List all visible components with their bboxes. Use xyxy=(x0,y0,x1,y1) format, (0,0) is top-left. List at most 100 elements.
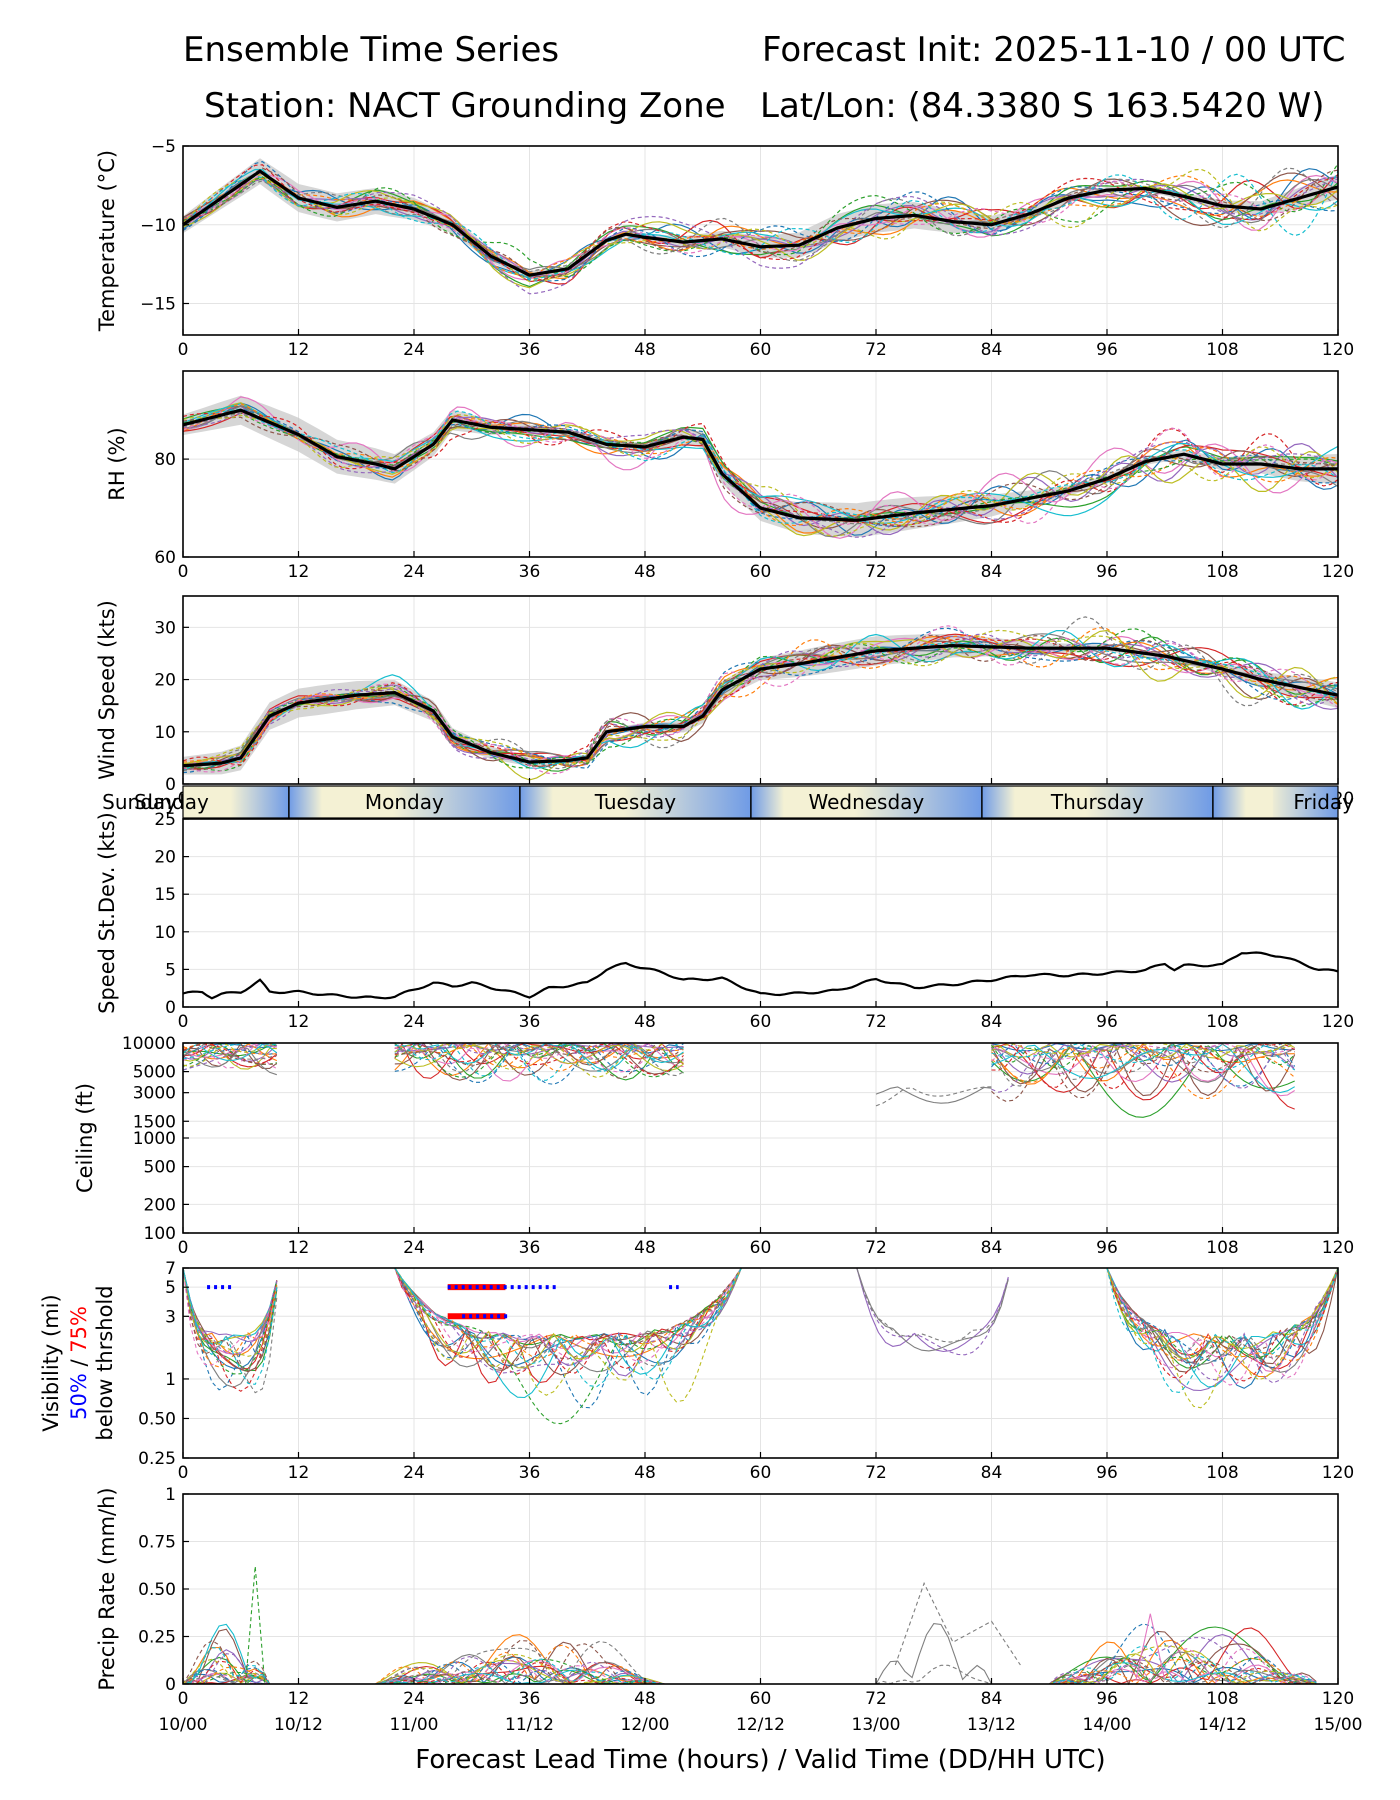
x-tick-label: 12 xyxy=(288,1689,310,1709)
y-tick-label: −10 xyxy=(140,216,176,236)
x-tick-label: 12 xyxy=(288,562,310,582)
ceiling-member-line xyxy=(991,1042,1295,1062)
y-tick-label: 500 xyxy=(144,1158,176,1178)
y-tick-label: 0.25 xyxy=(138,1449,176,1469)
x-tick-label: 24 xyxy=(403,562,425,582)
panel-precip: 0 12 24 36 48 60 72 84 96 108 120 0 0.25 0.50 0.75 1 Pre… xyxy=(95,1485,1354,1709)
title-right: Forecast Init: 2025-11-10 / 00 UTC xyxy=(762,30,1346,70)
x-tick-label: 96 xyxy=(1096,1012,1118,1032)
valid-time-label: 10/00 xyxy=(159,1715,208,1735)
member-line xyxy=(182,633,1339,768)
precip-member-line xyxy=(375,1641,665,1685)
x-tick-label: 0 xyxy=(178,1689,189,1709)
y-tick-label: 80 xyxy=(154,450,176,470)
y-tick-label: 10 xyxy=(154,723,176,743)
y-tick-label: 0.75 xyxy=(138,1533,176,1553)
x-tick-label: 108 xyxy=(1206,562,1238,582)
x-tick-label: 12 xyxy=(288,1238,310,1258)
precip-member-line xyxy=(1049,1656,1317,1685)
valid-time-label: 12/12 xyxy=(736,1715,785,1735)
ceiling-member-line xyxy=(875,1086,992,1104)
x-tick-label: 0 xyxy=(178,1463,189,1483)
member-line xyxy=(182,640,1339,771)
precip-member-line xyxy=(875,1664,992,1685)
precip-member-line xyxy=(182,1647,271,1685)
y-tick-label: 1 xyxy=(165,1370,176,1390)
ceiling-member-line xyxy=(990,1042,1295,1087)
precip-member-line xyxy=(1049,1623,1317,1685)
visibility-member-line xyxy=(394,1267,742,1359)
member-line xyxy=(182,170,1339,281)
x-tick-label: 120 xyxy=(1322,1238,1354,1258)
x-tick-label: 60 xyxy=(750,1012,772,1032)
x-tick-label: 120 xyxy=(1322,562,1354,582)
x-tick-label: 84 xyxy=(981,1463,1003,1483)
visibility-member-line xyxy=(856,1267,1009,1343)
x-tick-label: 96 xyxy=(1096,562,1118,582)
visibility-member-line xyxy=(1106,1267,1339,1382)
y-tick-label: 5 xyxy=(165,1278,176,1298)
precip-member-line xyxy=(375,1640,665,1685)
ceiling-member-line xyxy=(991,1044,1296,1100)
member-line xyxy=(182,405,1339,536)
member-line xyxy=(182,168,1339,279)
precip-member-line xyxy=(1049,1627,1317,1685)
visibility-member-line xyxy=(182,1267,278,1355)
y-axis-label-pct: 50% / 75% xyxy=(67,1306,91,1420)
x-tick-label: 36 xyxy=(519,1012,541,1032)
day-label: Monday xyxy=(365,790,444,814)
x-tick-label: 72 xyxy=(865,1463,887,1483)
y-tick-label: 15 xyxy=(154,885,176,905)
precip-member-line xyxy=(1049,1639,1317,1685)
ceiling-member-line xyxy=(991,1042,1296,1093)
precip-member-line xyxy=(182,1623,271,1685)
member-line xyxy=(182,167,1339,273)
ceiling-member-line xyxy=(991,1042,1295,1059)
x-tick-label: 36 xyxy=(519,1238,541,1258)
visibility-member-line xyxy=(1106,1267,1339,1362)
member-line xyxy=(182,164,1339,283)
x-tick-label: 24 xyxy=(403,1689,425,1709)
visibility-member-line xyxy=(1106,1267,1339,1363)
y-axis-label: Speed St.Dev. (kts) xyxy=(95,812,119,1014)
visibility-member-line xyxy=(394,1267,742,1363)
valid-time-label: 14/12 xyxy=(1198,1715,1247,1735)
x-tick-label: 24 xyxy=(403,340,425,360)
x-tick-label: 72 xyxy=(865,1689,887,1709)
y-tick-label: 3 xyxy=(165,1307,176,1327)
y-axis-label: Visibility (mi) xyxy=(39,1294,63,1431)
ceiling-member-line xyxy=(182,1044,277,1065)
ensemble-mean-line xyxy=(182,408,1338,522)
member-line xyxy=(182,178,1339,288)
x-tick-label: 48 xyxy=(634,1463,656,1483)
member-line xyxy=(182,168,1339,279)
visibility-member-line xyxy=(394,1267,742,1368)
x-tick-label: 72 xyxy=(865,340,887,360)
y-tick-label: 5 xyxy=(165,960,176,980)
panel-rh: 0 12 24 36 48 60 72 84 96 108 120 60 80 RH (%) xyxy=(105,370,1354,582)
ceiling-member-line xyxy=(394,1042,684,1055)
x-tick-label: 48 xyxy=(634,1689,656,1709)
x-tick-label: 108 xyxy=(1206,1689,1238,1709)
precip-member-line xyxy=(182,1660,271,1685)
member-line xyxy=(182,168,1339,283)
x-tick-label: 96 xyxy=(1096,340,1118,360)
ceiling-member-line xyxy=(394,1043,684,1079)
x-tick-label: 120 xyxy=(1322,1012,1354,1032)
member-line xyxy=(182,633,1339,770)
ceiling-member-line xyxy=(991,1042,1295,1055)
member-line xyxy=(182,172,1339,276)
x-tick-label: 12 xyxy=(288,1463,310,1483)
x-tick-label: 84 xyxy=(981,562,1003,582)
y-tick-label: 3000 xyxy=(133,1084,176,1104)
ceiling-member-line xyxy=(394,1043,684,1085)
visibility-member-line xyxy=(1106,1267,1339,1392)
ceiling-member-line xyxy=(394,1042,684,1079)
ceiling-member-line xyxy=(182,1042,278,1069)
x-tick-label: 12 xyxy=(288,340,310,360)
day-label: Friday xyxy=(1293,790,1354,814)
x-tick-label: 60 xyxy=(750,1689,772,1709)
panel-ceiling: 0 12 24 36 48 60 72 84 96 108 120 100 200 500 10001500… xyxy=(73,1034,1354,1258)
precip-member-line xyxy=(1049,1651,1317,1685)
x-tick-label: 108 xyxy=(1206,1238,1238,1258)
